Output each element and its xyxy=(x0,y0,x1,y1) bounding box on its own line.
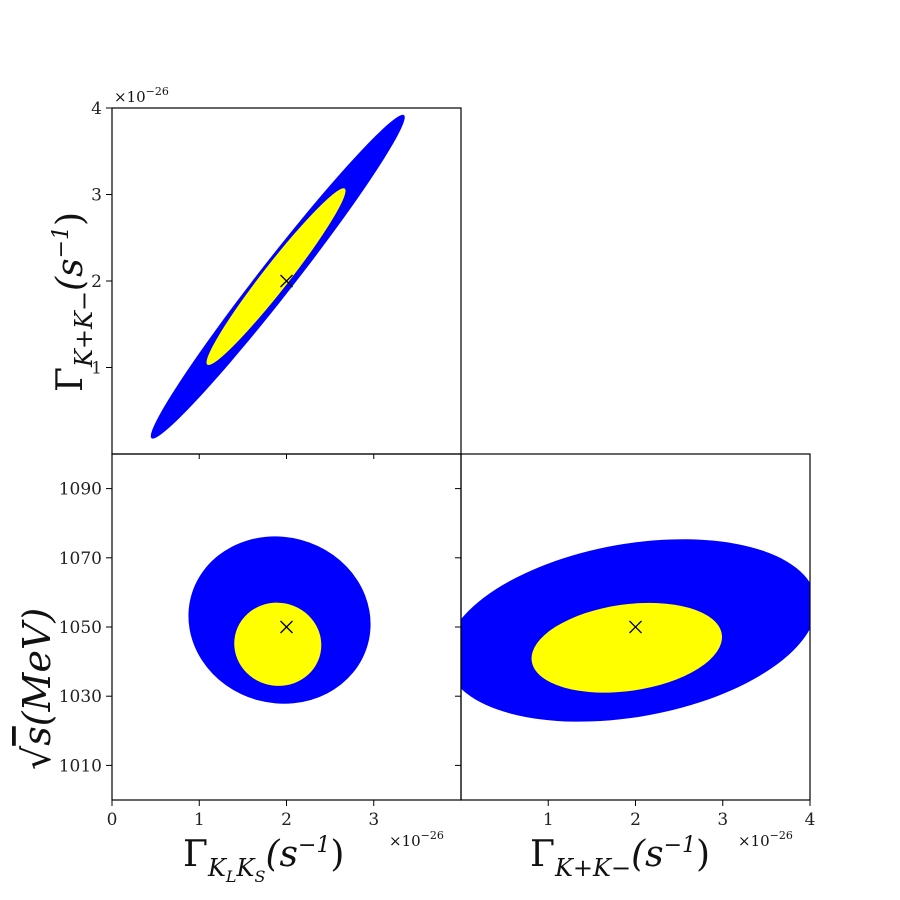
x-exponent-label-bottom-right: ×10−26 xyxy=(738,829,793,850)
x-tick-label-bottom-left-3: 3 xyxy=(368,810,379,830)
y-tick-label-bottom-left-1030: 1030 xyxy=(59,687,102,707)
bottom-left-x-axis-title: ΓKLKS(s−1) xyxy=(183,833,344,886)
best-fit-marker-bottom-right xyxy=(629,620,642,634)
x-tick-label-bottom-left-1: 1 xyxy=(194,810,205,830)
y-tick-label-top-left-4: 4 xyxy=(91,99,102,119)
y-tick-label-bottom-left-1090: 1090 xyxy=(59,480,102,500)
inner-confidence-region-top-left xyxy=(206,188,346,366)
y-tick-label-bottom-left-1010: 1010 xyxy=(59,756,102,776)
x-tick-label-bottom-left-0: 0 xyxy=(107,810,118,830)
bottom-left-y-axis-title: √s(MeV) xyxy=(15,608,59,770)
x-tick-label-bottom-right-3: 3 xyxy=(717,810,728,830)
bottom-right-x-axis-title: ΓK+K−(s−1) xyxy=(530,833,710,882)
y-tick-label-top-left-1: 1 xyxy=(91,359,102,379)
x-tick-label-bottom-right-1: 1 xyxy=(543,810,554,830)
plot-area-bottom-left xyxy=(188,536,371,704)
top-left-y-axis-title: ΓK+K−(s−1) xyxy=(49,212,98,392)
y-tick-label-top-left-3: 3 xyxy=(91,186,102,206)
x-exponent-label-bottom-left: ×10−26 xyxy=(389,829,444,850)
x-tick-label-bottom-left-2: 2 xyxy=(281,810,292,830)
panel-bottom-right: 1 2 3 4 ×10−26 xyxy=(455,453,816,850)
inner-confidence-region-bottom-left xyxy=(234,602,322,686)
y-exponent-label-top-left: ×10−26 xyxy=(114,85,169,106)
best-fit-marker-bottom-left xyxy=(280,620,293,634)
y-tick-label-bottom-left-1070: 1070 xyxy=(59,549,102,569)
x-tick-label-bottom-right-2: 2 xyxy=(630,810,641,830)
x-tick-label-bottom-right-4: 4 xyxy=(805,810,816,830)
plot-area-top-left xyxy=(150,114,405,439)
axis-titles: ΓK+K−(s−1) ΓKLKS(s−1) ΓK+K−(s−1) √s(MeV) xyxy=(15,212,710,886)
inner-confidence-region-bottom-right xyxy=(531,602,723,693)
plot-area-bottom-right xyxy=(461,539,810,722)
y-tick-label-top-left-2: 2 xyxy=(91,272,102,292)
panel-bottom-left: 1010 1030 1050 1070 1090 0 1 2 3 ×10−26 xyxy=(59,453,462,850)
best-fit-marker-top-left xyxy=(280,274,293,288)
y-tick-label-bottom-left-1050: 1050 xyxy=(59,618,102,638)
panel-top-left: 1 2 3 4 ×10−26 xyxy=(91,85,462,459)
